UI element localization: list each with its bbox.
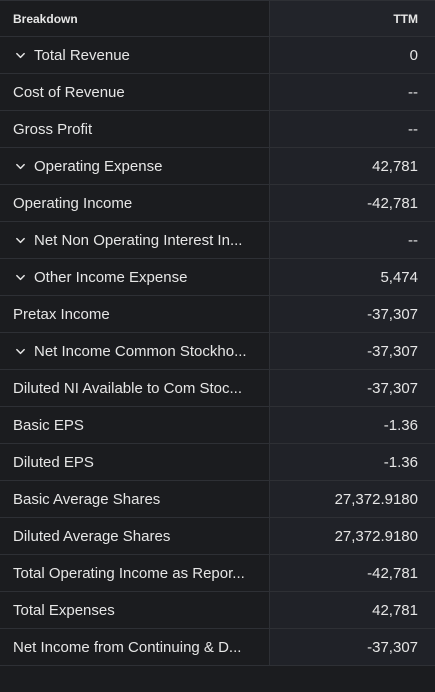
row-label-cell: Pretax Income: [0, 296, 270, 332]
row-value: -1.36: [270, 407, 435, 443]
breakdown-header: Breakdown: [0, 1, 270, 36]
row-label: Other Income Expense: [34, 268, 188, 286]
table-row: Diluted EPS -1.36: [0, 444, 435, 481]
table-row: Diluted Average Shares 27,372.9180: [0, 518, 435, 555]
table-row: Diluted NI Available to Com Stoc... -37,3…: [0, 370, 435, 407]
chevron-down-icon[interactable]: [15, 233, 29, 247]
table-row: Total Operating Income as Repor... -42,78…: [0, 555, 435, 592]
row-value: -37,307: [270, 370, 435, 406]
row-label-cell: Total Expenses: [0, 592, 270, 628]
row-label: Net Income from Continuing & D...: [13, 638, 242, 656]
table-row: Total Expenses 42,781: [0, 592, 435, 629]
row-label: Pretax Income: [13, 305, 110, 323]
row-label: Diluted EPS: [13, 453, 94, 471]
row-label-cell[interactable]: Net Non Operating Interest In...: [0, 222, 270, 258]
financials-table: Breakdown TTM Total Revenue 0 Cost of Reve…: [0, 0, 435, 666]
row-value: -37,307: [270, 296, 435, 332]
row-value: 42,781: [270, 592, 435, 628]
row-label: Basic Average Shares: [13, 490, 161, 508]
row-label: Diluted NI Available to Com Stoc...: [13, 379, 242, 397]
row-label-cell: Basic Average Shares: [0, 481, 270, 517]
row-value: -37,307: [270, 333, 435, 369]
row-label-cell: Gross Profit: [0, 111, 270, 147]
row-label-cell: Basic EPS: [0, 407, 270, 443]
chevron-down-icon[interactable]: [15, 344, 29, 358]
row-label-cell: Net Income from Continuing & D...: [0, 629, 270, 665]
row-label-cell[interactable]: Operating Expense: [0, 148, 270, 184]
row-label-cell: Diluted EPS: [0, 444, 270, 480]
row-value: 42,781: [270, 148, 435, 184]
row-label-cell: Cost of Revenue: [0, 74, 270, 110]
table-row[interactable]: Net Non Operating Interest In... --: [0, 222, 435, 259]
row-label: Diluted Average Shares: [13, 527, 171, 545]
ttm-header: TTM: [270, 1, 435, 36]
table-row: Operating Income -42,781: [0, 185, 435, 222]
row-label-cell: Diluted Average Shares: [0, 518, 270, 554]
row-value: 0: [270, 37, 435, 73]
row-label-cell[interactable]: Other Income Expense: [0, 259, 270, 295]
chevron-down-icon[interactable]: [15, 159, 29, 173]
row-value: --: [270, 222, 435, 258]
chevron-down-icon[interactable]: [15, 48, 29, 62]
chevron-down-icon[interactable]: [15, 270, 29, 284]
row-label-cell: Diluted NI Available to Com Stoc...: [0, 370, 270, 406]
row-label-cell[interactable]: Net Income Common Stockho...: [0, 333, 270, 369]
table-row: Net Income from Continuing & D... -37,307: [0, 629, 435, 666]
row-label: Cost of Revenue: [13, 83, 125, 101]
row-value: 27,372.9180: [270, 481, 435, 517]
table-row: Pretax Income -37,307: [0, 296, 435, 333]
table-row: Cost of Revenue --: [0, 74, 435, 111]
table-row: Basic EPS -1.36: [0, 407, 435, 444]
row-label: Basic EPS: [13, 416, 84, 434]
row-value: --: [270, 74, 435, 110]
row-label: Operating Expense: [34, 157, 163, 175]
row-label: Net Income Common Stockho...: [34, 342, 247, 360]
row-label: Operating Income: [13, 194, 133, 212]
table-row[interactable]: Total Revenue 0: [0, 37, 435, 74]
row-label-cell[interactable]: Total Revenue: [0, 37, 270, 73]
row-value: --: [270, 111, 435, 147]
row-value: -37,307: [270, 629, 435, 665]
row-label: Total Operating Income as Repor...: [13, 564, 245, 582]
table-row[interactable]: Other Income Expense 5,474: [0, 259, 435, 296]
row-value: 27,372.9180: [270, 518, 435, 554]
row-label: Net Non Operating Interest In...: [34, 231, 243, 249]
table-row[interactable]: Net Income Common Stockho... -37,307: [0, 333, 435, 370]
row-label-cell: Operating Income: [0, 185, 270, 221]
row-label-cell: Total Operating Income as Repor...: [0, 555, 270, 591]
row-value: -42,781: [270, 185, 435, 221]
table-row: Basic Average Shares 27,372.9180: [0, 481, 435, 518]
row-label: Total Expenses: [13, 601, 115, 619]
table-row[interactable]: Operating Expense 42,781: [0, 148, 435, 185]
row-value: 5,474: [270, 259, 435, 295]
table-header: Breakdown TTM: [0, 1, 435, 37]
row-value: -1.36: [270, 444, 435, 480]
row-label: Total Revenue: [34, 46, 130, 64]
table-row: Gross Profit --: [0, 111, 435, 148]
table-body: Total Revenue 0 Cost of Revenue -- Gross Pro…: [0, 37, 435, 666]
row-value: -42,781: [270, 555, 435, 591]
row-label: Gross Profit: [13, 120, 93, 138]
